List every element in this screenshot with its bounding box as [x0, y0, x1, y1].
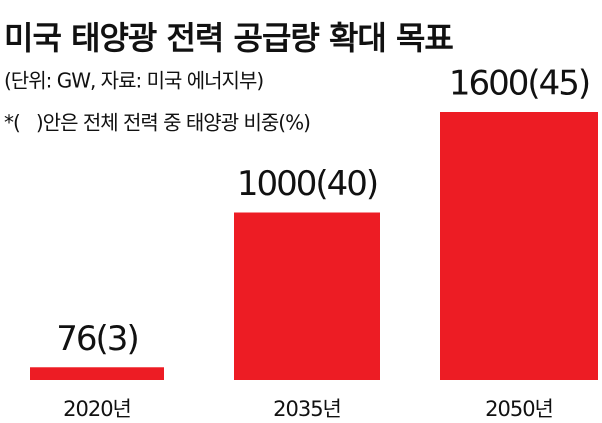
- chart-note: *( )안은 전체 전력 중 태양광 비중(%): [4, 111, 310, 135]
- x-tick-label: 2050년: [485, 397, 553, 421]
- value-label: 1000(40): [237, 164, 377, 204]
- x-tick-label: 2020년: [63, 397, 131, 421]
- x-tick-label: 2035년: [273, 397, 341, 421]
- bar: [234, 212, 380, 380]
- chart-title: 미국 태양광 전력 공급량 확대 목표: [4, 19, 453, 57]
- bar: [30, 367, 164, 380]
- value-label: 76(3): [56, 319, 137, 359]
- value-label: 1600(45): [449, 64, 589, 104]
- bar: [440, 112, 598, 380]
- chart-subtitle: (단위: GW, 자료: 미국 에너지부): [4, 69, 263, 93]
